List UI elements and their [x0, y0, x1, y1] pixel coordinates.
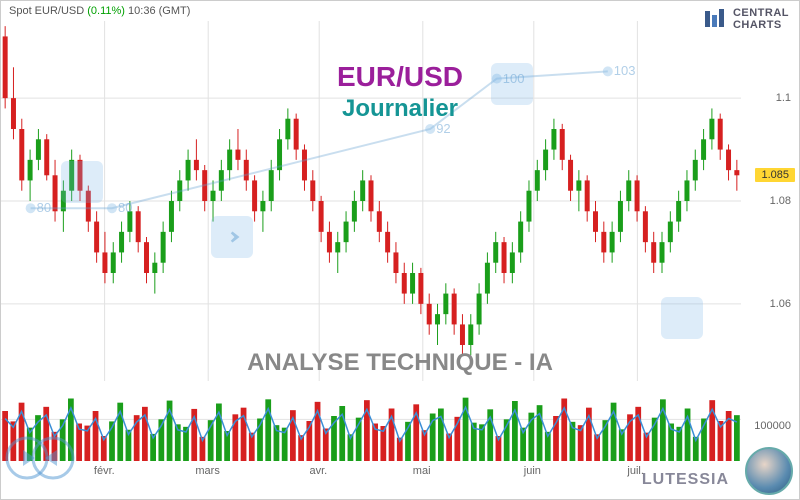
wm-node-label: 80	[37, 200, 51, 215]
wm-nav-arrows	[5, 423, 75, 493]
instrument-label: Spot EUR/USD	[9, 5, 84, 17]
ytick: 1.06	[770, 298, 791, 310]
xtick: avr.	[309, 465, 327, 477]
chart-title: EUR/USD Journalier	[337, 61, 463, 123]
chart-header: Spot EUR/USD (0.11%) 10:36 (GMT)	[9, 5, 190, 17]
logo-text-2: CHARTS	[733, 19, 789, 31]
wm-node-label: 80	[118, 200, 132, 215]
wm-node-label: 92	[436, 121, 450, 136]
wm-icon-3	[661, 297, 703, 339]
xtick: févr.	[94, 465, 115, 477]
footer-brand: LUTESSIA	[642, 471, 729, 489]
vol-ytick: 100000	[754, 420, 791, 432]
xtick: juin	[524, 465, 541, 477]
wm-node-label: 103	[614, 63, 636, 78]
centralcharts-icon	[703, 7, 727, 31]
ytick: 1.1	[776, 92, 791, 104]
chart-container: Spot EUR/USD (0.11%) 10:36 (GMT) CENTRAL…	[0, 0, 800, 500]
time-xaxis: févr.marsavr.maijuinjuil.	[1, 465, 739, 485]
title-period: Journalier	[337, 95, 463, 123]
ytick: 1.08	[770, 195, 791, 207]
timestamp: 10:36 (GMT)	[128, 5, 190, 17]
analyse-label: ANALYSE TECHNIQUE - IA	[247, 349, 553, 377]
wm-icon-1	[61, 161, 103, 203]
xtick: mars	[195, 465, 219, 477]
volume-chart[interactable]	[1, 386, 739, 461]
wm-arrow-icon	[211, 216, 253, 258]
avatar-icon	[745, 447, 793, 495]
logo-text-1: CENTRAL	[733, 7, 789, 19]
xtick: mai	[413, 465, 431, 477]
volume-svg	[1, 386, 741, 461]
brand-logo: CENTRAL CHARTS	[703, 7, 789, 31]
current-price-badge: 1.085	[755, 168, 795, 182]
title-pair: EUR/USD	[337, 61, 463, 93]
price-yaxis: 1.06 1.08 1.1 1.085	[739, 21, 799, 381]
change-pct: (0.11%)	[87, 5, 125, 17]
wm-node-label: 100	[503, 71, 525, 86]
